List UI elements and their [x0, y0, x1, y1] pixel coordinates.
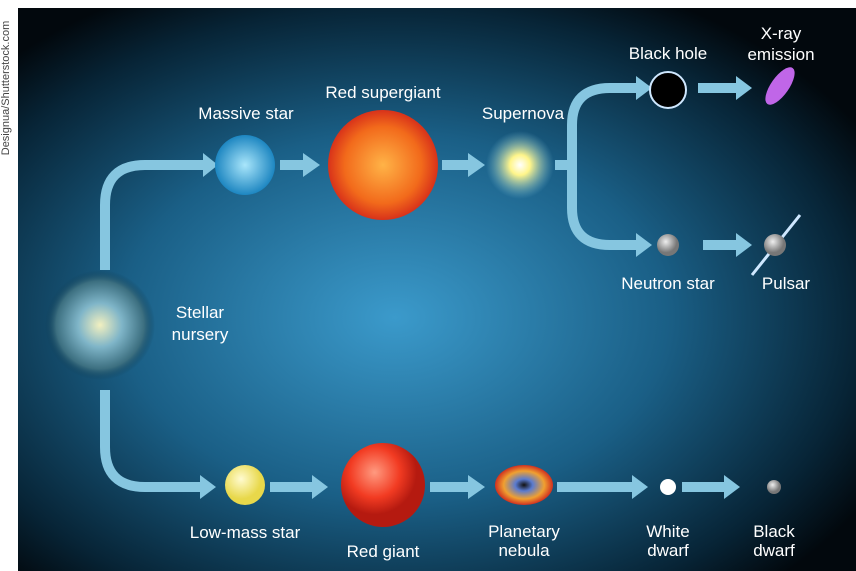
credit: Designua/Shutterstock.com [0, 21, 12, 156]
node-label: Supernova [482, 104, 565, 123]
node-label: Red giant [347, 542, 420, 561]
node-label: Red supergiant [325, 83, 441, 102]
pulsar [764, 234, 786, 256]
node-label: Black [753, 522, 795, 541]
black-hole [650, 72, 686, 108]
node-label: emission [747, 45, 814, 64]
node-label: Pulsar [762, 274, 811, 293]
node-label: Neutron star [621, 274, 715, 293]
node-label: Stellar [176, 303, 225, 322]
node-label: X-ray [761, 24, 802, 43]
red-supergiant [328, 110, 438, 220]
node-label: dwarf [753, 541, 795, 560]
white-dwarf [660, 479, 676, 495]
node-label: Planetary [488, 522, 560, 541]
stellar-nursery [45, 270, 155, 380]
node-label: Black hole [629, 44, 707, 63]
red-giant [341, 443, 425, 527]
supernova [486, 131, 554, 199]
node-label: nursery [172, 325, 229, 344]
node-label: dwarf [647, 541, 689, 560]
neutron-star [657, 234, 679, 256]
node-label: White [646, 522, 689, 541]
low-mass-star [225, 465, 265, 505]
node-label: Low-mass star [190, 523, 301, 542]
massive-star [215, 135, 275, 195]
black-dwarf [767, 480, 781, 494]
node-label: Massive star [198, 104, 294, 123]
page: Designua/Shutterstock.com Stellar nurser… [0, 0, 856, 571]
planetary-nebula [495, 465, 553, 505]
diagram: Designua/Shutterstock.com Stellar nurser… [0, 0, 856, 571]
node-label: nebula [498, 541, 550, 560]
